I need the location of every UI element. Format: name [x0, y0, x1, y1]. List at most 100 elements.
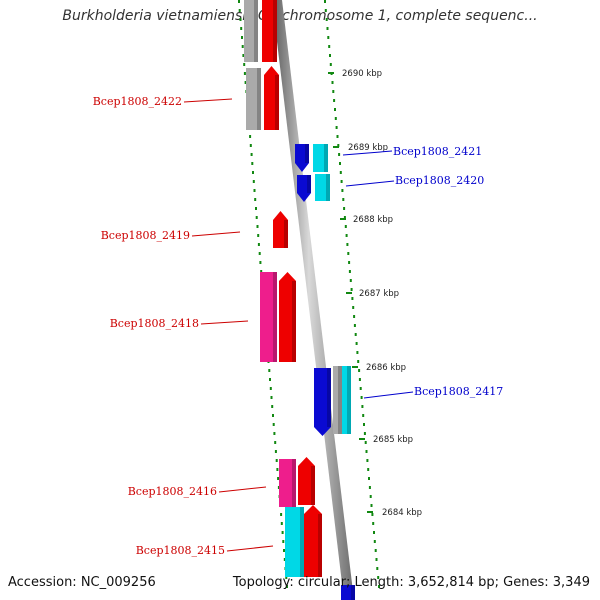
tick-dot [280, 522, 283, 525]
tick-dot [371, 513, 374, 516]
tick-dot [255, 207, 257, 210]
gene-arrow-shade [254, 0, 258, 62]
map-title: Burkholderia vietnamiensis G4 chromosome… [62, 8, 538, 24]
gene-arrow[interactable] [264, 66, 279, 130]
accession-text: Accession: NC_009256 [8, 575, 156, 590]
tick-dot [336, 135, 339, 138]
gene-arrow-shade [275, 75, 279, 130]
gene-labels-left: Bcep1808_2422 Bcep1808_2419 Bcep1808_241… [93, 95, 274, 557]
gene-arrow[interactable] [262, 0, 277, 62]
gene-arrow[interactable] [341, 585, 355, 600]
gene-arrow[interactable] [273, 211, 288, 248]
gene-label[interactable]: Bcep1808_2418 [110, 317, 199, 330]
tick-dot [355, 342, 358, 345]
tick-dot [242, 54, 245, 57]
gene-arrow[interactable] [279, 459, 296, 507]
gene-arrow-shade [300, 507, 304, 577]
tick-dot [358, 369, 361, 372]
gene-arrow-shade [318, 514, 322, 577]
tick-dot [375, 558, 378, 561]
gene-arrow-shade [327, 368, 331, 427]
tick-dot [258, 252, 261, 255]
tick-dot [346, 243, 349, 246]
tick-dot [257, 243, 260, 246]
gene-arrows [244, 0, 355, 600]
tick-dot [268, 369, 271, 372]
tick-dot [339, 162, 341, 165]
gene-label[interactable]: Bcep1808_2416 [128, 485, 217, 498]
gene-arrow[interactable] [298, 457, 315, 505]
tick-dot [241, 36, 243, 39]
gene-arrow[interactable] [260, 272, 277, 362]
tick-dot [360, 396, 363, 399]
tick-dot [276, 468, 279, 471]
gene-label[interactable]: Bcep1808_2417 [414, 385, 503, 398]
gene-arrow[interactable] [313, 144, 328, 172]
kbp-tick-label: 2686 kbp [366, 363, 406, 373]
tick-dot [238, 9, 241, 12]
gene-arrow[interactable] [315, 174, 330, 201]
tick-dot [240, 27, 243, 30]
tick-dot [365, 450, 368, 453]
tick-dot [329, 63, 332, 66]
kbp-tick-label: 2688 kbp [353, 215, 393, 225]
tick-dot [256, 225, 259, 228]
gene-arrow-shade [273, 0, 277, 62]
tick-dot [363, 432, 366, 435]
tick-dot [361, 405, 364, 408]
tick-dot [348, 261, 351, 264]
tick-dot [334, 108, 336, 111]
gene-arrow[interactable] [295, 144, 309, 172]
tick-dot [274, 441, 277, 444]
tick-dot [277, 486, 280, 489]
tick-dot [374, 549, 377, 552]
gene-label[interactable]: Bcep1808_2419 [101, 229, 190, 242]
tick-dot [286, 585, 288, 588]
tick-dot [271, 405, 274, 408]
tick-dot [341, 189, 344, 192]
gene-label[interactable]: Bcep1808_2415 [136, 544, 225, 557]
tick-dot [259, 261, 262, 264]
tick-dot [338, 153, 341, 156]
gene-arrow[interactable] [246, 68, 261, 130]
tick-dot [373, 540, 376, 543]
gene-arrow[interactable] [314, 368, 331, 436]
tick-dot [281, 531, 284, 534]
tick-dot [333, 99, 336, 102]
gene-arrow[interactable] [279, 272, 296, 362]
tick-dot [274, 450, 277, 453]
gene-label[interactable]: Bcep1808_2420 [395, 174, 484, 187]
tick-dot [283, 558, 286, 561]
tick-dot [349, 279, 352, 282]
tick-dot [269, 378, 271, 381]
gene-arrow-shade [324, 144, 328, 172]
tick-dot [340, 180, 343, 183]
gene-label[interactable]: Bcep1808_2421 [393, 145, 482, 158]
gene-arrow[interactable] [297, 175, 311, 202]
gene-arrow[interactable] [333, 366, 342, 434]
gene-arrow[interactable] [304, 505, 322, 577]
tick-dot [358, 378, 361, 381]
tick-dot [334, 117, 337, 120]
gene-arrow[interactable] [342, 366, 351, 434]
tick-dot [377, 576, 380, 579]
tick-dot [362, 414, 365, 417]
tick-dot [257, 234, 260, 237]
tick-dot [344, 225, 347, 228]
tick-dot [337, 144, 340, 147]
gene-arrow[interactable] [244, 0, 258, 62]
tick-dot [364, 441, 367, 444]
gene-arrow-shade [273, 272, 277, 362]
tick-dot [345, 234, 348, 237]
tick-dot [249, 144, 252, 147]
kbp-tick-label: 2687 kbp [359, 289, 399, 299]
tick-dot [270, 396, 273, 399]
gene-arrow-shade [347, 366, 351, 434]
tick-dot [368, 486, 371, 489]
tick-dot [370, 504, 373, 507]
gene-label[interactable]: Bcep1808_2422 [93, 95, 182, 108]
tick-dot [378, 585, 380, 588]
gene-arrow-shade [326, 174, 330, 201]
gene-arrow[interactable] [285, 507, 304, 577]
tick-dot [324, 9, 327, 12]
